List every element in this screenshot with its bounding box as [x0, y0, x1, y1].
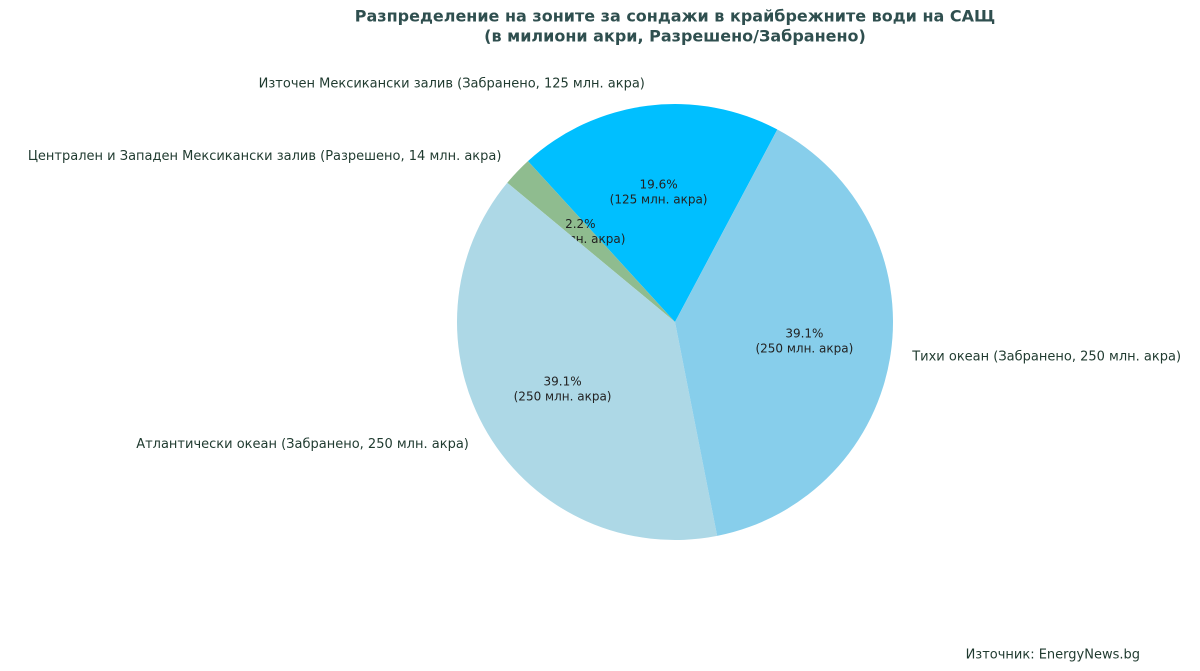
slice-label: Атлантически океан (Забранено, 250 млн. … — [136, 437, 469, 452]
pie-slice — [527, 104, 778, 322]
pie-slice — [507, 161, 675, 322]
value-label: (125 млн. акра) — [610, 193, 708, 207]
percent-label: 39.1% — [544, 374, 582, 388]
source: Източник: EnergyNews.bg — [966, 648, 1140, 663]
slice-label: Тихи океан (Забранено, 250 млн. акра) — [911, 350, 1181, 365]
percent-label: 19.6% — [640, 178, 678, 192]
value-label: (250 млн. акра) — [514, 389, 612, 403]
slice-label: Централен и Западен Мексикански залив (Р… — [28, 149, 502, 164]
pie-slice — [456, 182, 718, 540]
percent-label: 2.2% — [565, 217, 596, 231]
chart-title: Разпределение на зоните за сондажи в кра… — [355, 7, 995, 26]
percent-label: 39.1% — [785, 327, 823, 341]
value-label: (250 млн. акра) — [755, 342, 853, 356]
pie-slice — [675, 129, 893, 536]
slice-label: Източен Мексикански залив (Забранено, 12… — [259, 77, 645, 92]
chart-subtitle: (в милиони акри, Разрешено/Забранено) — [484, 27, 866, 46]
